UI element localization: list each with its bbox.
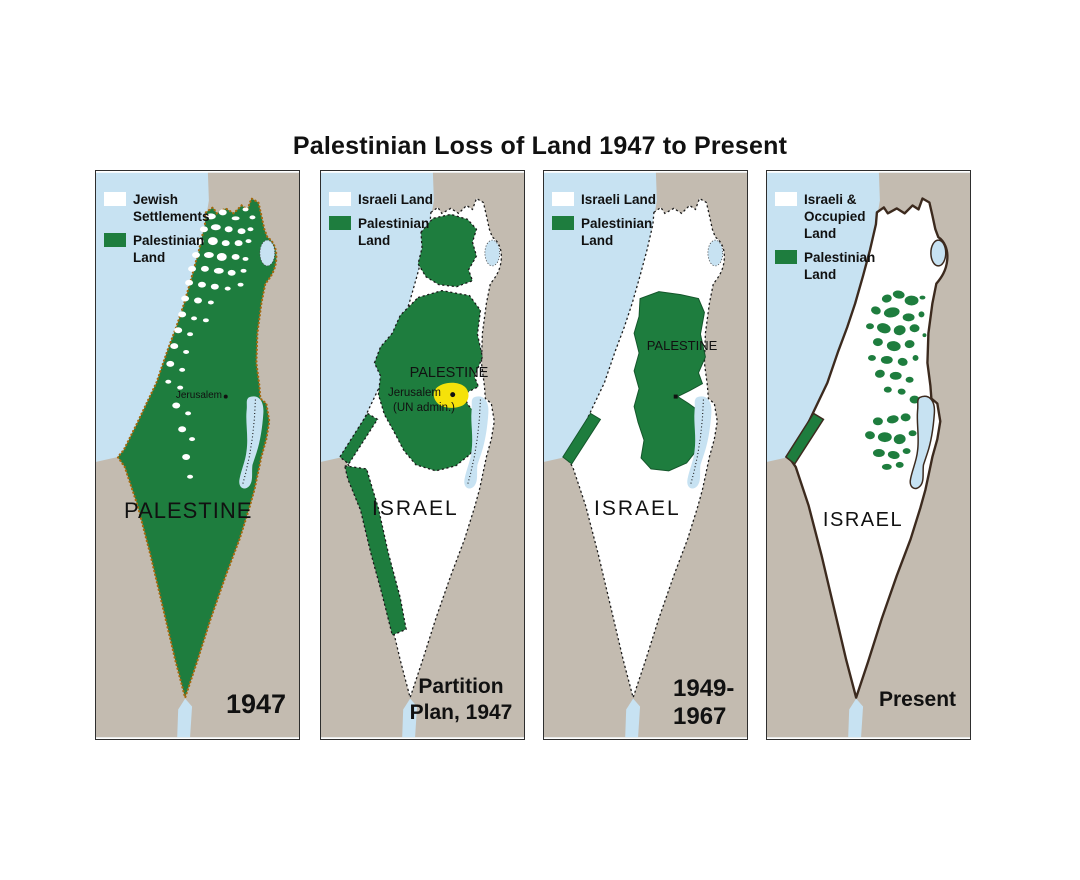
panel-1949-1967: Israeli Land Palestinian Land PALESTINE … <box>543 170 748 740</box>
legend-label: Jewish Settlements <box>133 192 210 224</box>
legend-swatch-palestinian-land <box>775 250 797 264</box>
legend-swatch-jewish-settlements <box>104 192 126 206</box>
map-partition-plan <box>321 172 524 738</box>
city-note-un-admin: (UN admin.) <box>393 402 455 414</box>
legend: Israeli Land Palestinian Land <box>329 191 433 249</box>
legend-item: Palestinian Land <box>329 215 433 249</box>
legend-swatch-israeli-land <box>552 192 574 206</box>
legend-label: Palestinian Land <box>804 250 876 282</box>
legend-swatch-israeli-occupied-land <box>775 192 797 206</box>
legend-label: Palestinian Land <box>581 216 653 248</box>
city-label-jerusalem: Jerusalem <box>387 387 441 399</box>
figure-title: Palestinian Loss of Land 1947 to Present <box>292 132 788 160</box>
legend-swatch-palestinian-land <box>104 233 126 247</box>
panel-present: Israeli & Occupied Land Palestinian Land… <box>766 170 971 740</box>
legend-item: Palestinian Land <box>104 232 210 266</box>
panel-caption: Present <box>879 688 957 711</box>
sea-of-galilee <box>930 239 947 267</box>
jerusalem-dot <box>673 394 678 399</box>
region-label-palestine: PALESTINE <box>646 338 718 353</box>
legend-swatch-israeli-land <box>329 192 351 206</box>
panel-1947: Jewish Settlements Palestinian Land Jeru… <box>95 170 300 740</box>
west-bank-area <box>633 291 706 472</box>
legend-item: Palestinian Land <box>552 215 656 249</box>
jerusalem-dot <box>450 392 456 398</box>
panel-partition-plan-1947: Israeli Land Palestinian Land PALESTINE … <box>320 170 525 740</box>
legend-item: Palestinian Land <box>775 249 875 283</box>
sea-of-galilee <box>707 239 724 267</box>
legend-swatch-palestinian-land <box>329 216 351 230</box>
legend-label: Palestinian Land <box>358 216 430 248</box>
panel-caption: Partition Plan, 1947 <box>409 675 513 724</box>
region-label-israel: ISRAEL <box>822 509 904 531</box>
jerusalem-dot <box>223 394 228 399</box>
sea-of-galilee <box>484 239 501 267</box>
legend-item: Israeli Land <box>329 191 433 208</box>
region-label-israel: ISRAEL <box>372 497 459 520</box>
legend-item: Israeli & Occupied Land <box>775 191 875 242</box>
map-1947 <box>96 172 299 738</box>
region-label-palestine: PALESTINE <box>124 498 253 523</box>
legend: Jewish Settlements Palestinian Land <box>104 191 210 266</box>
legend: Israeli Land Palestinian Land <box>552 191 656 249</box>
legend-label: Israeli Land <box>358 192 434 207</box>
region-label-israel: ISRAEL <box>594 497 681 520</box>
panel-caption: 1949- 1967 <box>673 675 735 730</box>
city-label-jerusalem: Jerusalem <box>175 390 222 401</box>
sea-of-galilee <box>259 239 276 267</box>
legend-item: Jewish Settlements <box>104 191 210 225</box>
legend-label: Israeli & Occupied Land <box>804 192 866 241</box>
map-present <box>767 172 970 738</box>
legend-label: Palestinian Land <box>133 233 205 265</box>
region-label-palestine: PALESTINE <box>409 365 489 381</box>
legend-label: Israeli Land <box>581 192 657 207</box>
map-1949-1967 <box>544 172 747 738</box>
legend-swatch-palestinian-land <box>552 216 574 230</box>
legend-item: Israeli Land <box>552 191 656 208</box>
legend: Israeli & Occupied Land Palestinian Land <box>775 191 875 283</box>
panel-caption: 1947 <box>225 689 287 719</box>
